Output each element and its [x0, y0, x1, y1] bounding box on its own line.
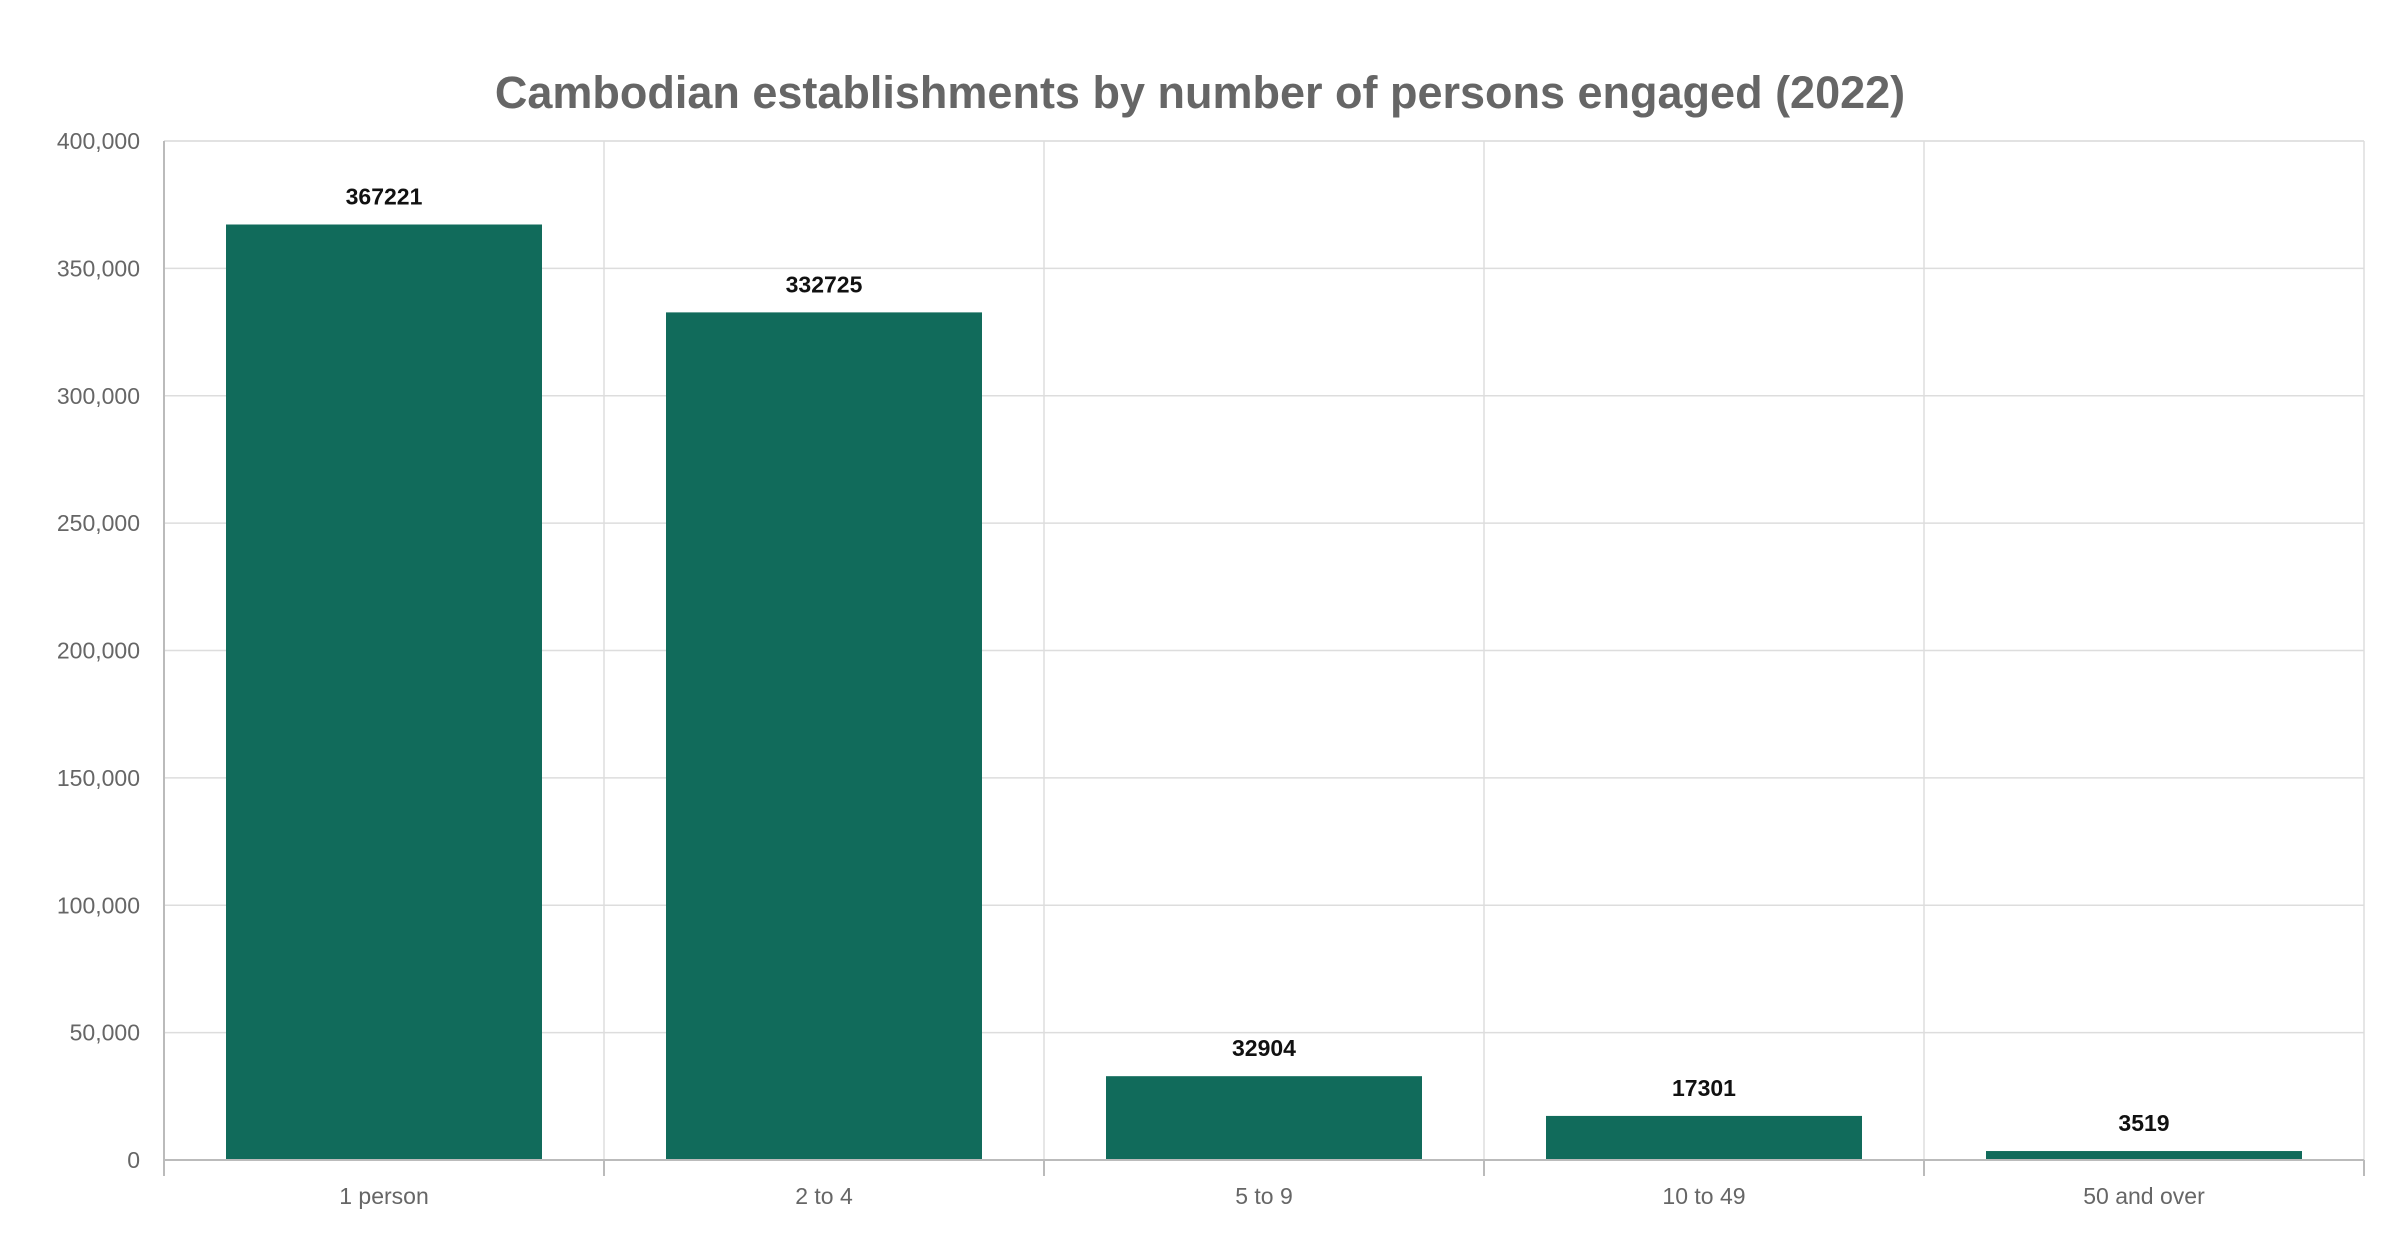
bar [666, 312, 982, 1160]
bar-value-label: 332725 [786, 271, 863, 297]
y-tick-label: 150,000 [57, 765, 140, 791]
x-tick-label: 5 to 9 [1235, 1183, 1293, 1209]
bar [1106, 1076, 1422, 1160]
bar-value-label: 17301 [1672, 1075, 1736, 1101]
x-tick-label: 50 and over [2083, 1183, 2205, 1209]
y-tick-label: 400,000 [57, 128, 140, 154]
y-tick-label: 100,000 [57, 892, 140, 918]
bars [226, 224, 2302, 1160]
y-tick-label: 300,000 [57, 383, 140, 409]
bar [226, 224, 542, 1160]
y-tick-label: 250,000 [57, 510, 140, 536]
y-tick-label: 200,000 [57, 638, 140, 664]
bar [1546, 1115, 1862, 1160]
y-tick-label: 0 [127, 1147, 140, 1173]
x-tick-label: 1 person [339, 1183, 429, 1209]
bar [1986, 1151, 2302, 1160]
bar-value-label: 3519 [2118, 1110, 2169, 1136]
x-tick-label: 10 to 49 [1662, 1183, 1745, 1209]
x-tick-label: 2 to 4 [795, 1183, 853, 1209]
axes [163, 141, 2365, 1176]
y-tick-label: 350,000 [57, 255, 140, 281]
chart-title: Cambodian establishments by number of pe… [495, 67, 1905, 118]
bar-value-label: 367221 [346, 184, 423, 210]
y-tick-label: 50,000 [70, 1020, 140, 1046]
labels: 0 50,000 100,000 150,000 200,000 250,000 300,0… [57, 128, 2205, 1209]
bar-value-label: 32904 [1232, 1035, 1296, 1061]
